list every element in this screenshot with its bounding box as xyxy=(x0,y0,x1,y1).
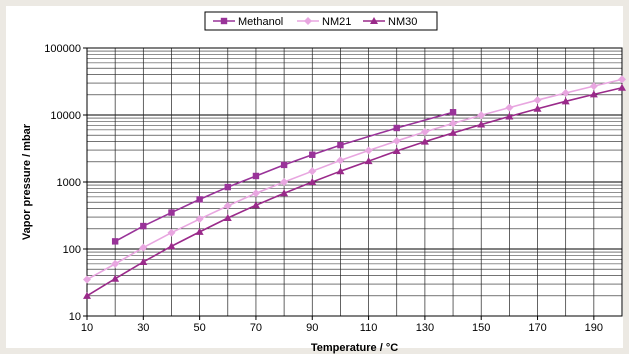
data-point xyxy=(140,222,147,230)
data-point xyxy=(223,214,232,222)
data-point xyxy=(336,156,345,165)
grid xyxy=(86,47,623,317)
y-tick-label: 100 xyxy=(63,244,81,256)
series-line xyxy=(86,86,623,297)
series-nm30 xyxy=(83,83,626,299)
data-point xyxy=(449,119,458,128)
data-point xyxy=(195,227,204,235)
data-point xyxy=(167,242,176,250)
series-methanol xyxy=(111,109,457,245)
legend-marker xyxy=(370,17,378,24)
data-point xyxy=(167,228,176,237)
data-point xyxy=(280,189,289,197)
x-tick-label: 70 xyxy=(250,322,262,334)
data-point xyxy=(280,178,289,186)
x-axis-title: Temperature / °C xyxy=(311,342,398,354)
data-point xyxy=(308,178,317,185)
data-point xyxy=(505,112,514,120)
data-point xyxy=(393,124,400,132)
data-point xyxy=(223,201,232,210)
data-point xyxy=(364,146,373,155)
data-point xyxy=(364,157,373,165)
data-point xyxy=(196,196,203,203)
y-tick-label: 10 xyxy=(69,311,81,323)
legend-marker xyxy=(304,17,312,25)
data-point xyxy=(308,167,317,176)
data-point xyxy=(309,151,316,158)
axes: 10 100 1000 10000 100000 10 30 50 70 90 110 130 150 1… xyxy=(44,43,623,334)
x-tick-label: 50 xyxy=(194,322,206,334)
data-point xyxy=(533,96,542,105)
data-point xyxy=(280,161,288,169)
legend-marker xyxy=(220,17,228,25)
data-point xyxy=(618,83,626,91)
x-tick-label: 190 xyxy=(585,322,603,334)
y-axis-title: Vapor pressure / mbar xyxy=(21,123,33,240)
data-point xyxy=(392,147,401,155)
data-point xyxy=(477,111,486,120)
data-point xyxy=(168,209,175,216)
series-nm21 xyxy=(83,75,626,284)
data-point xyxy=(505,103,514,112)
x-tick-label: 170 xyxy=(528,322,546,334)
data-point xyxy=(337,141,344,149)
y-tick-label: 1000 xyxy=(57,177,81,189)
data-point xyxy=(477,120,486,128)
data-point xyxy=(561,97,570,105)
x-tick-label: 90 xyxy=(306,322,318,334)
legend-label: NM21 xyxy=(322,16,351,28)
data-point xyxy=(449,128,458,136)
data-point xyxy=(420,127,429,136)
data-point xyxy=(111,274,120,282)
x-tick-label: 10 xyxy=(81,322,93,334)
data-point xyxy=(561,88,570,97)
data-point xyxy=(589,90,598,98)
data-point xyxy=(420,137,429,145)
data-point xyxy=(533,104,542,112)
data-point xyxy=(195,215,204,224)
data-point xyxy=(336,167,345,175)
legend: Methanol NM21 NM30 xyxy=(204,11,438,31)
data-point xyxy=(449,109,457,116)
x-tick-label: 110 xyxy=(360,322,378,334)
legend-box xyxy=(204,11,438,31)
data-point xyxy=(224,183,231,191)
data-point xyxy=(111,259,120,268)
legend-label: NM30 xyxy=(388,16,417,28)
data-point xyxy=(618,75,626,84)
y-tick-label: 10000 xyxy=(50,110,81,122)
x-tick-label: 30 xyxy=(137,322,149,334)
y-tick-label: 100000 xyxy=(44,43,81,55)
data-point xyxy=(252,172,260,180)
data-point xyxy=(251,189,260,198)
legend-label: Methanol xyxy=(238,16,283,28)
data-point xyxy=(83,275,91,284)
data-point xyxy=(392,136,401,145)
data-point xyxy=(111,238,119,245)
x-tick-label: 130 xyxy=(416,322,434,334)
x-tick-label: 150 xyxy=(472,322,490,334)
series xyxy=(83,75,626,299)
data-point xyxy=(139,243,148,252)
data-point xyxy=(589,82,598,91)
data-point xyxy=(251,201,260,209)
series-line xyxy=(86,78,623,281)
data-point xyxy=(139,257,148,265)
data-point xyxy=(83,291,91,299)
